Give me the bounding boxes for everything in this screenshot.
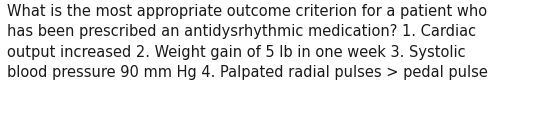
Text: What is the most appropriate outcome criterion for a patient who
has been prescr: What is the most appropriate outcome cri…: [7, 4, 488, 80]
